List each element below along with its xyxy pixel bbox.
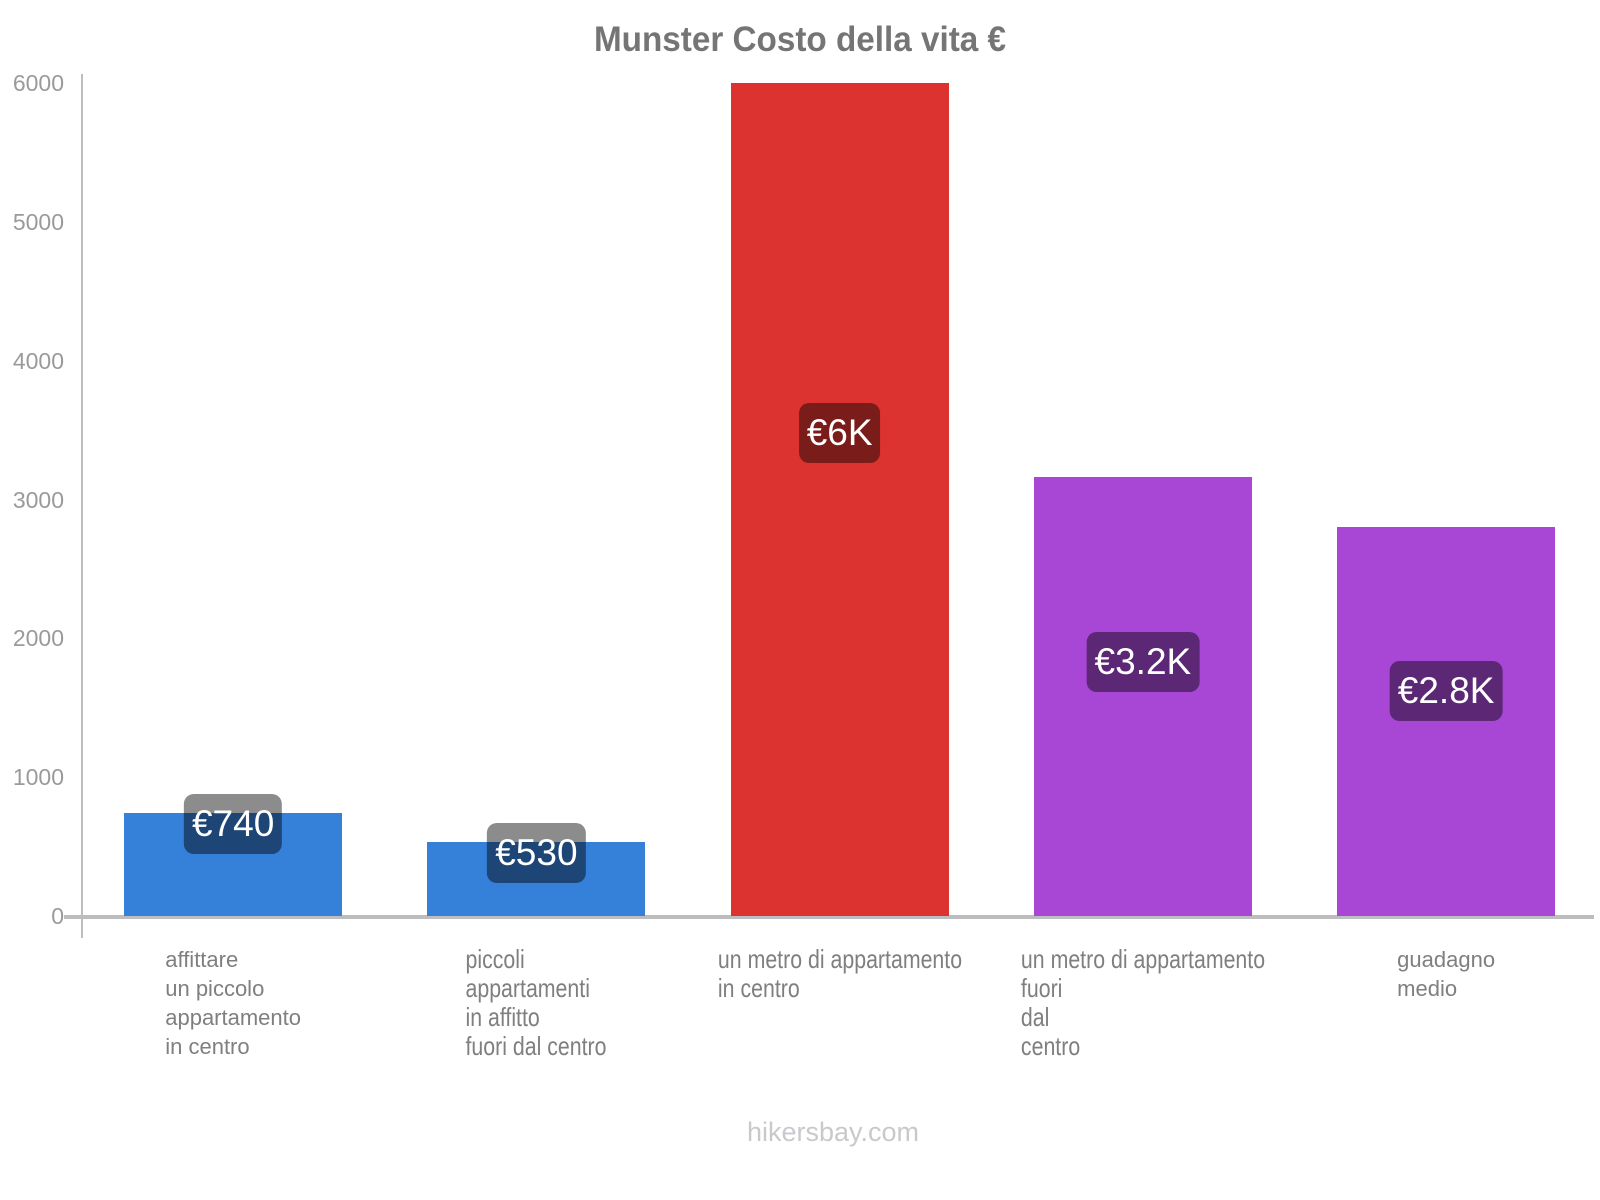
y-axis-line	[81, 74, 83, 938]
y-axis-tick-label: 6000	[12, 70, 64, 96]
watermark-text: hikersbay.com	[746, 1117, 920, 1147]
bar	[1337, 527, 1556, 916]
y-axis-tick-label: 2000	[12, 625, 64, 652]
y-axis-tick-label: 4000	[12, 347, 64, 374]
value-badge: €6K	[798, 402, 881, 463]
bar	[1033, 477, 1252, 916]
bar	[730, 83, 949, 916]
value-badge: €3.2K	[1086, 631, 1200, 692]
y-axis-tick-label: 1000	[12, 764, 64, 791]
value-badge: €2.8K	[1389, 660, 1503, 721]
category-label: un metro di appartamento fuori dal centr…	[1020, 944, 1265, 1061]
x-axis-line	[64, 915, 1594, 919]
category-label: piccoli appartamenti in affitto fuori da…	[465, 944, 607, 1061]
bar	[427, 842, 646, 916]
category-label: un metro di appartamento in centro	[717, 944, 962, 1003]
value-badge: €530	[487, 823, 586, 884]
chart-title: Munster Costo della vita €	[593, 20, 1007, 59]
y-axis-tick-label: 0	[51, 903, 64, 929]
y-axis-tick-label: 3000	[12, 486, 64, 513]
bar	[124, 813, 343, 916]
value-badge: €740	[183, 794, 283, 855]
category-label: affittare un piccolo appartamento in cen…	[165, 947, 302, 1059]
category-label: guadagno medio	[1397, 947, 1496, 1001]
y-axis-tick-label: 5000	[12, 208, 64, 235]
